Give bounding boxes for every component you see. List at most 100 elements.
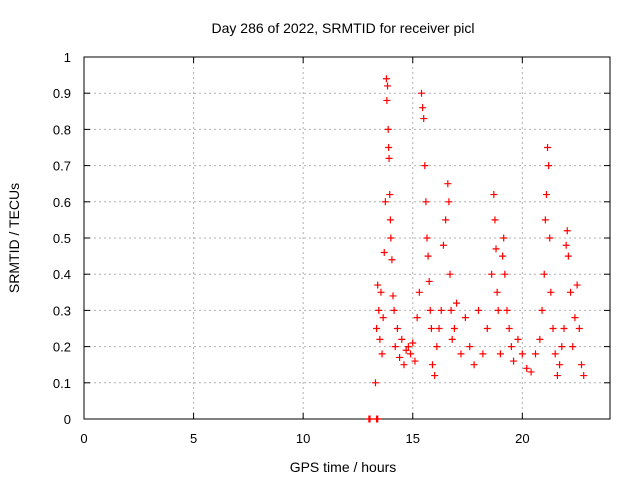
data-point	[376, 335, 384, 343]
data-point	[433, 343, 441, 351]
data-point	[546, 234, 554, 242]
data-point	[385, 154, 393, 162]
data-point	[415, 288, 423, 296]
data-point	[404, 343, 412, 351]
data-point	[571, 314, 579, 322]
data-point	[442, 216, 450, 224]
y-tick-label: 0.8	[53, 122, 71, 137]
data-point	[491, 216, 499, 224]
data-point	[388, 256, 396, 264]
data-point	[575, 325, 583, 332]
y-tick-label: 0.7	[53, 159, 71, 174]
data-point	[439, 241, 447, 249]
data-point	[507, 343, 515, 351]
y-tick-label: 0.2	[53, 340, 71, 355]
data-point	[411, 357, 419, 365]
data-point	[424, 252, 432, 260]
data-point	[569, 343, 577, 351]
data-point	[475, 306, 482, 314]
data-point	[547, 288, 555, 296]
data-point	[488, 270, 496, 278]
data-point	[398, 335, 406, 343]
data-point	[422, 198, 430, 206]
data-point	[514, 335, 522, 343]
data-point	[556, 361, 564, 369]
data-point	[385, 144, 393, 151]
data-point	[374, 281, 382, 289]
chart-title: Day 286 of 2022, SRMTID for receiver pic…	[212, 20, 475, 36]
data-point	[428, 361, 436, 369]
data-point	[461, 314, 469, 322]
y-tick-label: 0.6	[53, 195, 71, 210]
data-point	[402, 346, 410, 354]
y-tick-label: 0.9	[53, 86, 71, 101]
data-point	[490, 191, 498, 199]
data-point	[560, 325, 568, 332]
data-point	[453, 299, 461, 307]
data-point	[540, 270, 548, 278]
data-point	[386, 191, 394, 199]
data-point	[551, 350, 559, 358]
y-tick-label: 0	[64, 412, 71, 427]
data-point	[366, 415, 374, 423]
data-point	[386, 216, 394, 224]
data-point	[573, 281, 581, 289]
data-point	[580, 372, 588, 380]
data-point	[558, 343, 566, 351]
data-point	[501, 270, 509, 278]
data-point	[545, 162, 553, 170]
data-point	[377, 288, 385, 296]
y-axis-title: SRMTID / TECUs	[6, 183, 22, 293]
data-point	[549, 325, 557, 332]
data-point	[499, 252, 507, 260]
data-point	[531, 350, 539, 358]
y-tick-label: 0.1	[53, 376, 71, 391]
data-point	[536, 335, 544, 343]
data-point	[510, 357, 518, 365]
data-point	[541, 216, 549, 224]
data-point	[409, 339, 417, 347]
data-point	[384, 125, 392, 133]
data-point	[457, 350, 465, 358]
data-point	[421, 162, 429, 170]
data-point	[396, 353, 404, 361]
data-point	[447, 306, 455, 314]
data-point	[375, 306, 383, 314]
data-point	[553, 372, 561, 380]
data-point	[437, 306, 445, 314]
data-point	[567, 288, 575, 296]
data-point	[527, 368, 535, 376]
data-point	[503, 306, 511, 314]
data-point	[431, 372, 439, 380]
y-tick-label: 0.3	[53, 303, 71, 318]
data-point	[564, 252, 572, 260]
data-point	[538, 306, 546, 314]
data-point	[400, 361, 408, 369]
data-point	[380, 248, 388, 256]
data-point	[381, 198, 389, 206]
data-point	[544, 144, 552, 151]
data-point	[383, 96, 391, 104]
data-point	[483, 325, 491, 332]
data-point	[493, 288, 501, 296]
x-tick-label: 10	[296, 431, 310, 446]
x-axis-title: GPS time / hours	[290, 459, 397, 475]
data-point	[390, 306, 398, 314]
data-point	[494, 306, 502, 314]
data-point	[418, 89, 426, 97]
data-point	[373, 325, 381, 332]
data-point	[500, 234, 508, 242]
data-point	[466, 343, 474, 351]
data-point	[435, 325, 443, 332]
data-point	[450, 325, 458, 332]
data-points	[365, 75, 588, 423]
data-point	[387, 234, 395, 242]
data-point	[518, 350, 526, 358]
data-point	[374, 415, 382, 423]
data-point	[379, 314, 387, 322]
data-point	[389, 292, 397, 300]
data-point	[444, 180, 452, 188]
plot-frame	[83, 56, 611, 420]
y-tick-label: 0.4	[53, 267, 71, 282]
data-point	[505, 325, 513, 332]
